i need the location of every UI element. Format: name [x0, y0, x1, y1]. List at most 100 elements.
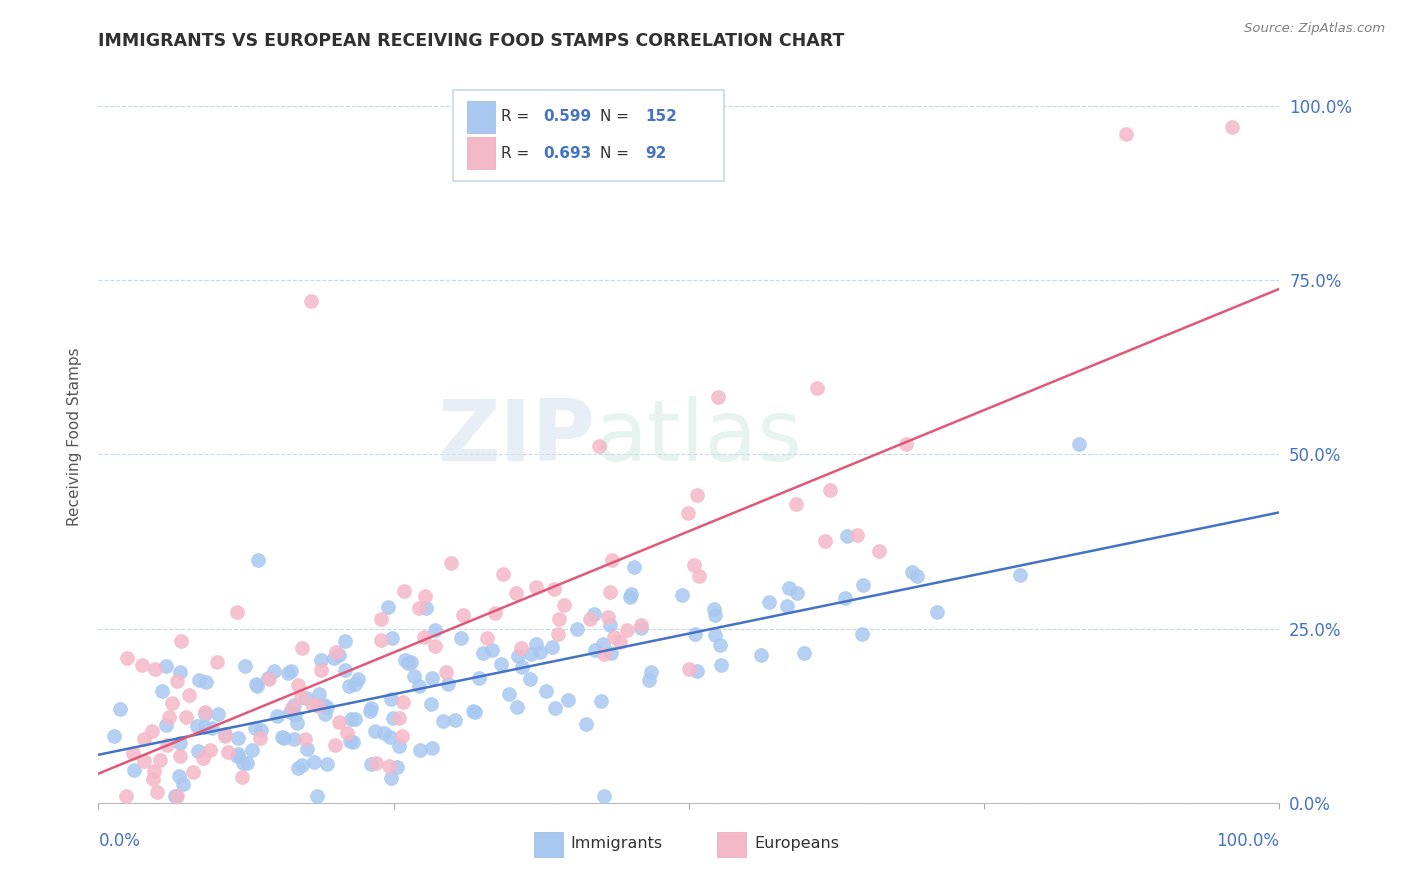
Point [620, 586, 643, 600]
Point [226, 749, 249, 764]
Point [370, 632, 392, 647]
Point [188, 673, 211, 687]
Point [463, 704, 485, 718]
Point [240, 743, 263, 757]
Point [287, 761, 309, 775]
Point [134, 754, 156, 768]
FancyBboxPatch shape [453, 90, 724, 181]
Y-axis label: Receiving Food Stamps: Receiving Food Stamps [66, 348, 82, 526]
Point [415, 601, 437, 615]
Point [150, 684, 173, 698]
Text: Europeans: Europeans [754, 836, 839, 851]
Point [453, 608, 475, 623]
Text: 152: 152 [645, 109, 678, 124]
Point [343, 677, 366, 691]
Point [195, 674, 218, 689]
Text: Immigrants: Immigrants [571, 836, 664, 851]
Point [257, 673, 280, 687]
Point [835, 529, 858, 543]
Point [413, 590, 436, 604]
Point [170, 633, 193, 648]
Point [472, 646, 495, 660]
Point [336, 725, 359, 739]
Point [193, 751, 215, 765]
Point [1220, 120, 1243, 134]
Point [359, 704, 381, 718]
Point [364, 756, 387, 770]
Point [291, 641, 314, 656]
Point [247, 553, 270, 567]
Point [1067, 437, 1090, 451]
Point [686, 664, 709, 678]
FancyBboxPatch shape [467, 137, 495, 169]
Point [468, 672, 491, 686]
Point [249, 731, 271, 745]
Point [273, 731, 295, 745]
Point [323, 739, 346, 753]
Point [307, 699, 329, 714]
Point [360, 756, 382, 771]
Text: 92: 92 [645, 145, 666, 161]
Point [785, 497, 807, 511]
Point [846, 528, 869, 542]
Point [122, 763, 145, 777]
Point [683, 627, 706, 641]
Point [278, 705, 301, 719]
Point [344, 712, 367, 726]
Point [249, 723, 271, 738]
Point [481, 642, 503, 657]
Point [704, 627, 727, 641]
Point [583, 607, 606, 621]
Point [543, 582, 565, 596]
Text: 0.599: 0.599 [544, 109, 592, 124]
Point [160, 696, 183, 710]
Point [228, 747, 250, 761]
Point [285, 715, 308, 730]
Point [707, 390, 730, 404]
Point [339, 733, 361, 747]
Point [165, 789, 187, 803]
Point [703, 602, 725, 616]
Point [394, 653, 416, 667]
Point [335, 633, 357, 648]
FancyBboxPatch shape [534, 832, 562, 857]
Point [444, 713, 467, 727]
Point [169, 749, 191, 764]
Point [593, 789, 616, 803]
Point [603, 630, 626, 644]
Point [143, 764, 166, 778]
Point [363, 723, 385, 738]
Point [630, 621, 652, 635]
Point [235, 756, 257, 771]
Point [419, 697, 441, 711]
Point [307, 789, 329, 803]
Point [498, 687, 520, 701]
Point [380, 691, 402, 706]
Point [284, 707, 307, 722]
Point [308, 687, 330, 701]
Point [391, 695, 413, 709]
Point [246, 679, 269, 693]
Point [373, 726, 395, 740]
Point [396, 656, 419, 670]
Point [201, 721, 224, 735]
Point [207, 655, 229, 669]
Point [436, 665, 458, 679]
Point [194, 706, 217, 720]
Point [575, 717, 598, 731]
Point [370, 612, 392, 626]
Point [588, 439, 610, 453]
Point [316, 756, 339, 771]
Point [534, 684, 557, 698]
Point [814, 534, 837, 549]
Point [758, 595, 780, 609]
Point [519, 672, 541, 686]
Point [235, 659, 257, 673]
Point [214, 729, 236, 743]
Point [548, 612, 571, 626]
FancyBboxPatch shape [717, 832, 745, 857]
Point [547, 627, 569, 641]
Point [110, 702, 132, 716]
Point [176, 709, 198, 723]
Point [778, 581, 800, 595]
